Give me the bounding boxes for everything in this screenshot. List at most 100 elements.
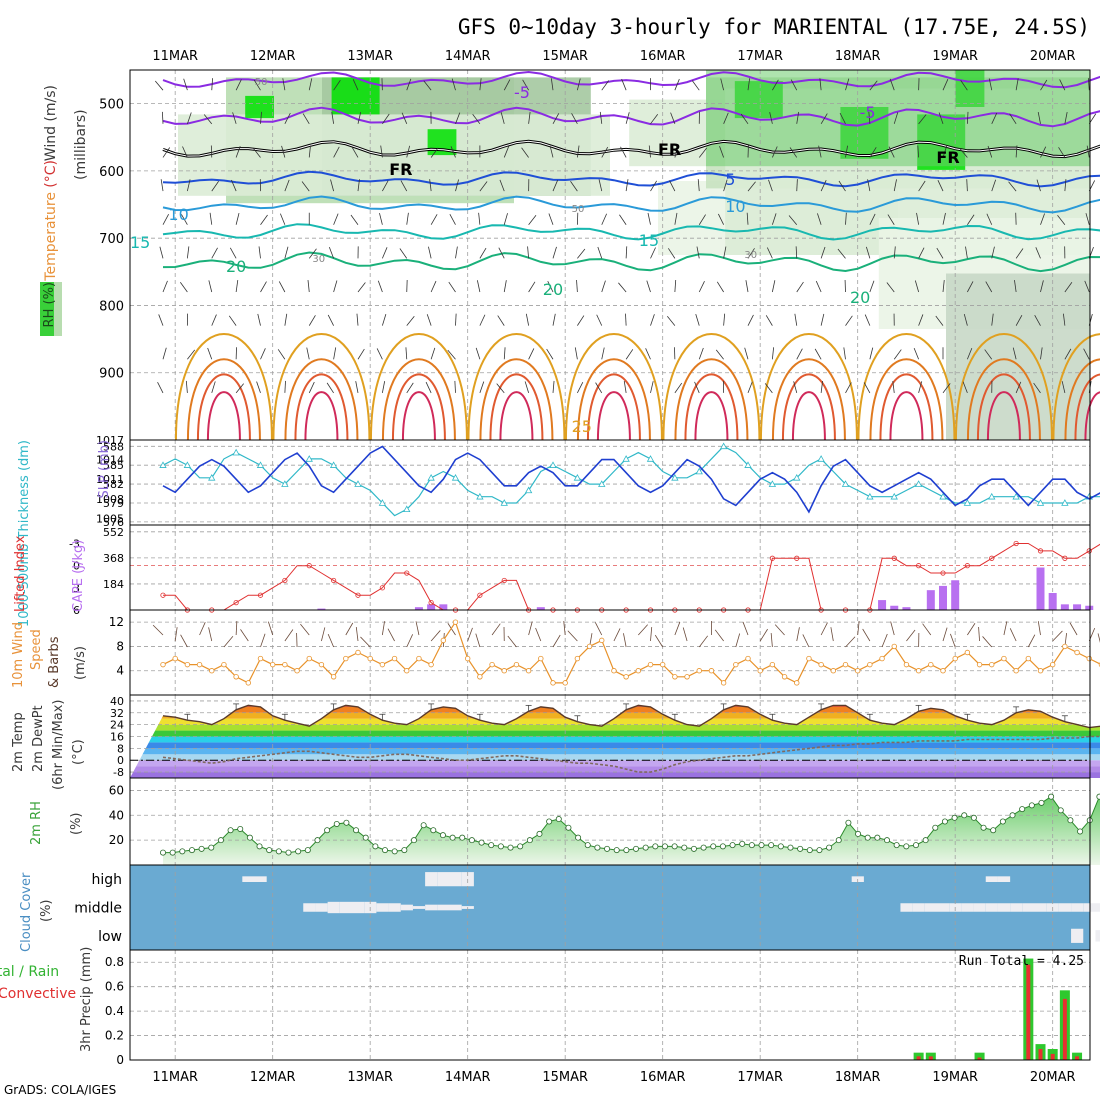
surface-wind-barb — [967, 623, 976, 636]
wind-barb — [284, 179, 290, 192]
thickness-marker — [939, 492, 947, 500]
rh-marker — [555, 816, 562, 823]
wind-barb — [893, 112, 899, 124]
wind-barb — [479, 314, 486, 326]
cloud-middle-block — [961, 903, 974, 912]
wind-barb — [159, 246, 164, 259]
wind-speed-marker — [720, 680, 727, 686]
wind-barb — [447, 349, 456, 360]
wind-barb — [307, 280, 310, 293]
wind-speed-marker — [489, 661, 495, 668]
ylabel-wind-unit: (m/s) — [73, 646, 88, 680]
wind-speed-marker — [842, 661, 849, 668]
thickness-marker — [768, 480, 777, 487]
surface-wind-barb — [284, 629, 294, 642]
surface-wind-barb — [595, 622, 603, 636]
wind-speed-marker — [708, 668, 715, 674]
wind-barb — [723, 112, 729, 124]
rh-marker — [372, 843, 379, 850]
cloud-middle-block — [388, 903, 401, 912]
wind-barb — [552, 380, 555, 393]
wind-speed-marker — [464, 655, 471, 662]
cloud-high-block — [437, 872, 450, 887]
rh-marker — [1009, 812, 1016, 819]
cloud-low-block — [1095, 930, 1100, 942]
temp-tick-label: 8 — [117, 742, 124, 755]
wind-barb — [794, 313, 798, 326]
wind-barb — [747, 314, 754, 326]
wind-barb — [650, 314, 655, 326]
rh-contour-label: 30 — [744, 250, 757, 261]
precip-convective-bar — [1026, 964, 1031, 1060]
rh-marker — [565, 824, 572, 831]
temp-color-band — [130, 705, 1100, 707]
rh-marker — [980, 824, 987, 831]
wind-barb — [208, 280, 213, 293]
precip-total-bar — [913, 1052, 924, 1060]
wind-barb — [1083, 348, 1090, 360]
wind-speed-marker — [733, 661, 739, 668]
isotherm-label: 15 — [130, 233, 150, 252]
cape-bar — [939, 585, 947, 610]
wind-barb — [938, 112, 944, 124]
cloud-middle-block — [973, 903, 986, 912]
isotherm-lobe — [467, 333, 566, 441]
wind-barb — [698, 281, 705, 293]
ylabel-cape: CAPE (J/kg) — [71, 540, 86, 612]
wind-barb — [966, 179, 968, 192]
rh-marker — [845, 819, 852, 826]
rh-marker — [208, 844, 215, 851]
wind-barb — [1015, 145, 1018, 158]
wind-barb — [308, 248, 317, 259]
li-marker — [1062, 555, 1068, 561]
isotherm-lobe — [889, 391, 924, 441]
wind-speed-marker — [769, 661, 776, 668]
wind-barb — [546, 348, 554, 360]
rh-marker — [1057, 807, 1064, 814]
wind-speed-marker — [525, 668, 532, 674]
wind-speed-marker — [952, 655, 958, 662]
wind-barb — [1084, 280, 1090, 293]
cloud-high-block — [242, 876, 255, 882]
x-tick-label-bottom: 14MAR — [445, 1070, 491, 1085]
pressure-tick-label: 900 — [99, 367, 124, 382]
surface-wind-barb — [152, 624, 164, 636]
rh-marker — [777, 843, 784, 850]
wind-barb — [1040, 213, 1045, 225]
wind-barb — [186, 246, 190, 259]
wind-barb — [308, 381, 315, 394]
wind-barb — [845, 315, 853, 326]
cloud-middle-block — [937, 903, 950, 912]
wind-barb — [162, 147, 171, 158]
x-tick-label-bottom: 13MAR — [347, 1070, 393, 1085]
wind-barb — [256, 381, 261, 394]
cape-bar — [317, 608, 326, 610]
cape-bar — [1073, 604, 1082, 610]
wind-barb — [772, 146, 778, 158]
cloud-middle-block — [1010, 903, 1023, 912]
wind-speed-marker — [1049, 661, 1056, 668]
wind-barb — [186, 112, 192, 124]
wind-barb — [571, 113, 578, 125]
wind-barb — [182, 146, 188, 158]
cloud-middle-block — [1071, 903, 1084, 912]
rh-marker — [690, 845, 697, 852]
rh-marker — [604, 845, 611, 852]
li-marker — [891, 555, 897, 561]
wind-barb — [869, 147, 877, 158]
li-marker — [501, 577, 507, 584]
wind-barb — [744, 347, 749, 360]
wind-barb — [747, 78, 751, 91]
wind-barb — [399, 248, 408, 259]
wind-speed-marker — [659, 661, 666, 668]
li-tick-label: -3 — [69, 537, 80, 550]
rh-marker — [912, 842, 919, 849]
ylabel-rh: RH (%) — [42, 282, 57, 327]
temp-tick-label: -8 — [113, 766, 124, 779]
wind-barb — [428, 246, 432, 259]
wind-barb — [645, 348, 651, 360]
rh-marker — [584, 842, 591, 849]
rh-marker — [710, 843, 717, 850]
wind-barb — [235, 146, 241, 158]
thickness-marker — [1012, 492, 1020, 500]
